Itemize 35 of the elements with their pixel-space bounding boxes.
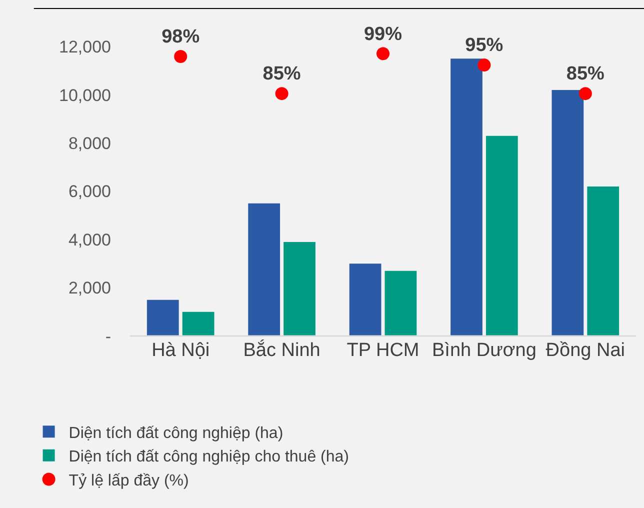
x-tick-label: TP HCM (346, 340, 420, 361)
x-tick-label: Hà Nội (152, 340, 210, 361)
y-tick-label: - (105, 326, 111, 346)
y-tick-label: 2,000 (68, 278, 111, 298)
y-tick-label: 4,000 (68, 230, 111, 250)
bar (146, 300, 179, 336)
x-tick-label: Bắc Ninh (243, 339, 320, 361)
legend-label: Diện tích đất công nghiệp cho thuê (ha) (68, 448, 349, 466)
bar (284, 242, 316, 336)
bar (248, 203, 280, 336)
bar (384, 270, 417, 336)
y-tick-label: 8,000 (68, 134, 111, 154)
point (478, 58, 491, 72)
legend-label: Diện tích đất công nghiệp (ha) (68, 424, 284, 442)
bar (587, 186, 620, 336)
point (275, 87, 288, 100)
point (376, 47, 390, 60)
point (578, 87, 592, 100)
bar (552, 90, 584, 336)
bar (450, 58, 482, 336)
data-label: 99% (364, 24, 402, 45)
data-label: 85% (262, 64, 301, 85)
y-tick-label: 12,000 (59, 38, 111, 57)
data-label: 85% (566, 64, 605, 85)
x-tick-label: Đồng Nai (546, 340, 626, 361)
point (174, 50, 188, 63)
bar (486, 136, 518, 336)
bar (182, 312, 214, 336)
legend-label: Tỷ lệ lấp đầy (%) (68, 472, 189, 490)
y-tick-label: 10,000 (59, 86, 111, 105)
data-label: 98% (162, 26, 200, 48)
x-tick-label: Bình Dương (432, 340, 536, 361)
data-label: 95% (465, 35, 504, 56)
y-tick-label: 6,000 (68, 182, 111, 202)
bar (349, 264, 382, 336)
